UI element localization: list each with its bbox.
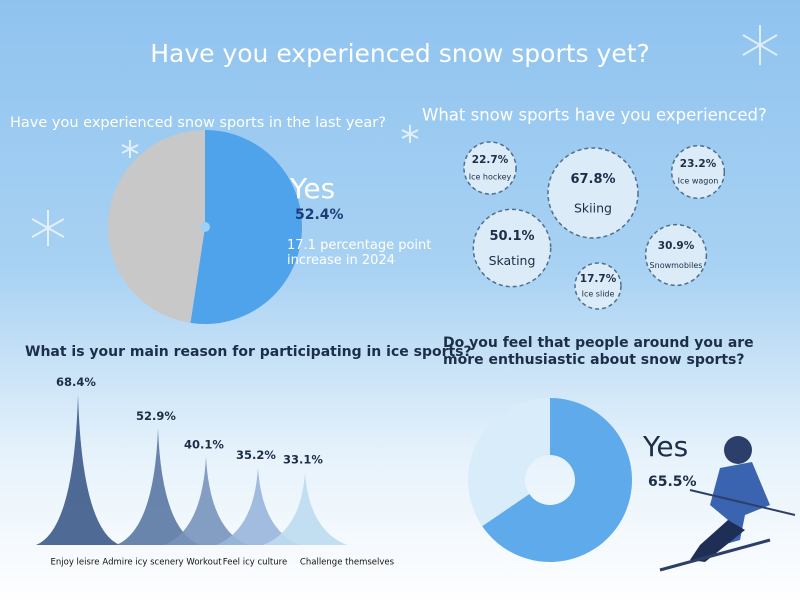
- snowflake: [31, 25, 778, 246]
- page-title: Have you experienced snow sports yet?: [150, 39, 650, 68]
- bubble: [472, 208, 552, 288]
- value-label: 33.1%: [283, 453, 323, 467]
- slice: [482, 398, 632, 562]
- x-tick-label: Enjoy leisre: [51, 558, 100, 568]
- category-label: Snowmobiles: [650, 261, 703, 270]
- chart-title: Do you feel that people around you are m…: [443, 335, 754, 368]
- chart-title: What snow sports have you experienced?: [422, 106, 767, 125]
- value-label: 23.2%: [680, 158, 717, 170]
- bubble: [463, 141, 517, 195]
- category-label: Skiing: [574, 200, 612, 215]
- value-label: 52.9%: [136, 409, 176, 423]
- value-label: 40.1%: [184, 437, 224, 451]
- skier: [659, 436, 796, 572]
- bubble: [670, 144, 726, 200]
- value-label: 22.7%: [472, 154, 509, 166]
- value-label: 52.4%: [295, 207, 344, 223]
- slice: [190, 130, 302, 324]
- chart-title: What is your main reason for participati…: [25, 344, 472, 360]
- annotation: 17.1 percentage point increase in 2024: [287, 238, 432, 268]
- slice: [108, 130, 205, 323]
- x-tick-label: Admire icy scenery: [102, 558, 183, 568]
- x-tick-label: Challenge themselves: [300, 558, 395, 568]
- slice: [467, 398, 550, 527]
- category-label: Skating: [489, 253, 536, 268]
- bubble: [644, 223, 708, 287]
- category-label: Ice hockey: [469, 173, 512, 182]
- value-label: 30.9%: [658, 240, 695, 252]
- bubble: [574, 262, 622, 310]
- x-tick-label: Workout: [186, 558, 222, 568]
- category-label: Ice slide: [582, 290, 615, 299]
- value-label: 65.5%: [648, 474, 697, 490]
- category-label: Ice wagon: [678, 177, 719, 186]
- value-label: 17.7%: [580, 273, 617, 285]
- chart-title: Have you experienced snow sports in the …: [10, 115, 386, 131]
- spike: [116, 428, 200, 545]
- center-dot: [200, 222, 210, 232]
- spike: [164, 456, 248, 545]
- bubble: [547, 147, 639, 239]
- spike: [263, 472, 347, 545]
- x-tick-label: Feel icy culture: [223, 558, 287, 568]
- value-label: 35.2%: [236, 448, 276, 462]
- spike: [36, 394, 120, 545]
- category-label: Yes: [642, 430, 688, 463]
- value-label: 67.8%: [570, 172, 615, 187]
- category-label: Yes: [289, 172, 335, 205]
- value-label: 68.4%: [56, 375, 96, 389]
- value-label: 50.1%: [489, 229, 534, 244]
- spike: [216, 467, 300, 545]
